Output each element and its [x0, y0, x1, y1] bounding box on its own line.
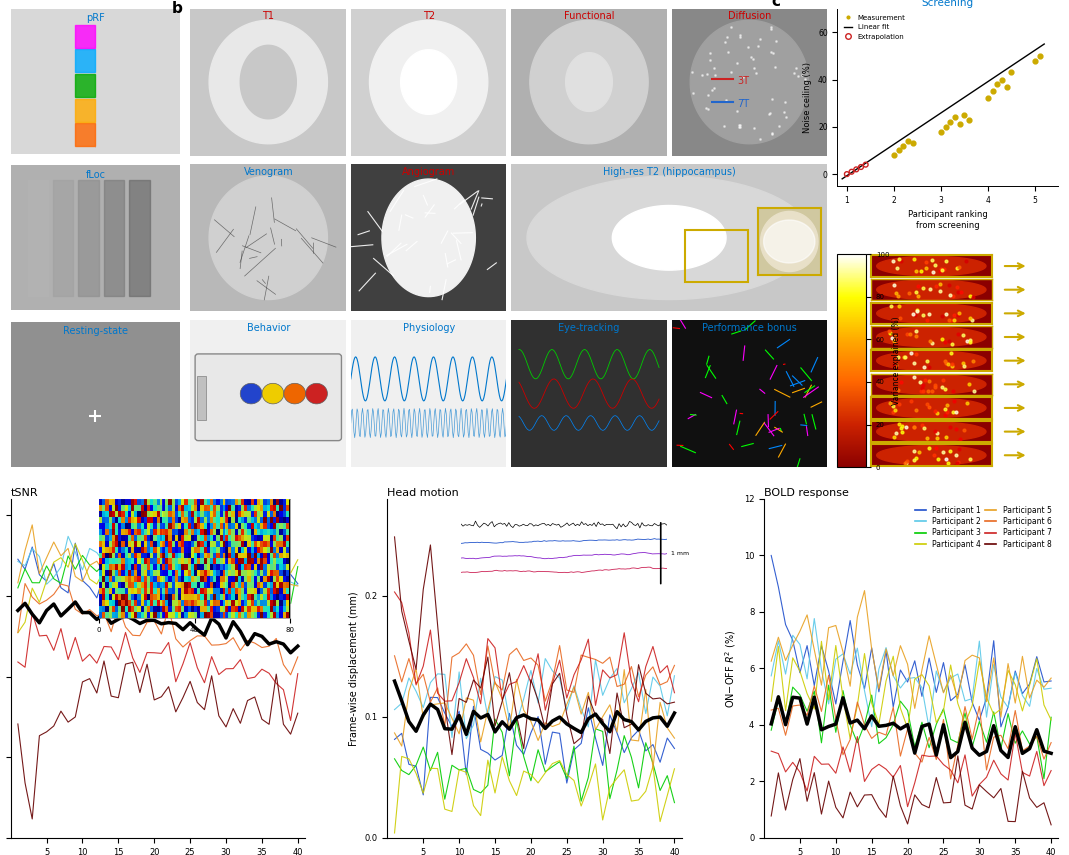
- Text: T1: T1: [262, 11, 275, 21]
- Text: Resting-state: Resting-state: [63, 327, 128, 336]
- Measurement: [904, 137, 921, 150]
- Text: Venogram: Venogram: [244, 168, 293, 177]
- Y-axis label: Noise ceiling (%): Noise ceiling (%): [804, 62, 812, 133]
- Measurement: [942, 115, 959, 129]
- Circle shape: [241, 383, 262, 404]
- Text: Diffusion: Diffusion: [728, 11, 771, 21]
- Text: Physiology: Physiology: [403, 323, 454, 333]
- Measurement: [956, 108, 973, 121]
- Measurement: [890, 144, 908, 157]
- Bar: [75, 25, 95, 48]
- Legend: Participant 1, Participant 2, Participant 3, Participant 4, Participant 5, Parti: Participant 1, Participant 2, Participan…: [912, 503, 1054, 551]
- Extrapolation: [857, 158, 874, 172]
- Measurement: [989, 78, 1006, 91]
- Polygon shape: [210, 176, 327, 299]
- Text: Performance bonus: Performance bonus: [702, 323, 796, 333]
- Measurement: [983, 85, 1001, 98]
- Text: b: b: [172, 1, 183, 16]
- Bar: [75, 50, 95, 73]
- Measurement: [885, 149, 902, 162]
- Bar: [75, 74, 95, 97]
- Extrapolation: [852, 160, 869, 174]
- Text: fLoc: fLoc: [86, 169, 106, 180]
- Text: Functional: Functional: [563, 11, 615, 21]
- Measurement: [998, 80, 1016, 93]
- Measurement: [960, 113, 977, 127]
- X-axis label: Participant ranking
from screening: Participant ranking from screening: [908, 210, 988, 230]
- Text: BOLD response: BOLD response: [764, 488, 849, 498]
- Bar: [104, 180, 124, 296]
- Measurement: [938, 120, 955, 133]
- Measurement: [932, 125, 949, 139]
- Polygon shape: [241, 45, 296, 119]
- Text: .: .: [95, 144, 96, 149]
- Circle shape: [306, 383, 327, 404]
- Polygon shape: [370, 21, 487, 144]
- Polygon shape: [691, 21, 808, 144]
- Polygon shape: [613, 205, 726, 270]
- Circle shape: [262, 383, 284, 404]
- Polygon shape: [527, 176, 811, 299]
- Polygon shape: [401, 50, 456, 115]
- Measurement: [899, 134, 916, 148]
- Measurement: [1026, 54, 1043, 68]
- Extrapolation: [843, 165, 861, 179]
- Y-axis label: Frame-wise displacement (mm): Frame-wise displacement (mm): [348, 591, 359, 746]
- Text: High-res T2 (hippocampus): High-res T2 (hippocampus): [603, 168, 735, 177]
- Bar: [129, 180, 150, 296]
- Text: tSNR: tSNR: [11, 488, 38, 498]
- Text: T2: T2: [422, 11, 435, 21]
- Text: Angiogram: Angiogram: [402, 168, 455, 177]
- Text: Screening: Screening: [921, 0, 974, 8]
- Polygon shape: [530, 21, 648, 144]
- Bar: [75, 123, 95, 146]
- Measurement: [993, 73, 1010, 86]
- Y-axis label: ON$-$OFF $R^2$ (%): ON$-$OFF $R^2$ (%): [724, 629, 739, 708]
- Text: c: c: [771, 0, 780, 9]
- Bar: [53, 180, 74, 296]
- Measurement: [979, 91, 996, 105]
- Text: Eye-tracking: Eye-tracking: [558, 323, 620, 333]
- Polygon shape: [210, 21, 327, 144]
- Text: Behavior: Behavior: [247, 323, 290, 333]
- Polygon shape: [382, 179, 476, 297]
- Bar: [78, 180, 98, 296]
- Text: Head motion: Head motion: [387, 488, 459, 498]
- Extrapolation: [848, 162, 865, 176]
- Bar: [75, 98, 95, 121]
- Bar: [197, 376, 206, 420]
- Extrapolation: [838, 168, 855, 181]
- Legend: Measurement, Linear fit, Extrapolation: Measurement, Linear fit, Extrapolation: [841, 12, 909, 43]
- Polygon shape: [566, 53, 613, 111]
- Measurement: [895, 139, 912, 152]
- Measurement: [1003, 66, 1020, 80]
- FancyBboxPatch shape: [196, 354, 341, 440]
- Measurement: [946, 110, 963, 124]
- Text: pRF: pRF: [86, 13, 105, 23]
- Text: 3T: 3T: [738, 76, 749, 86]
- Circle shape: [284, 383, 306, 404]
- Bar: [28, 180, 48, 296]
- Text: 7T: 7T: [738, 99, 749, 109]
- Measurement: [1031, 49, 1048, 62]
- Measurement: [951, 118, 969, 132]
